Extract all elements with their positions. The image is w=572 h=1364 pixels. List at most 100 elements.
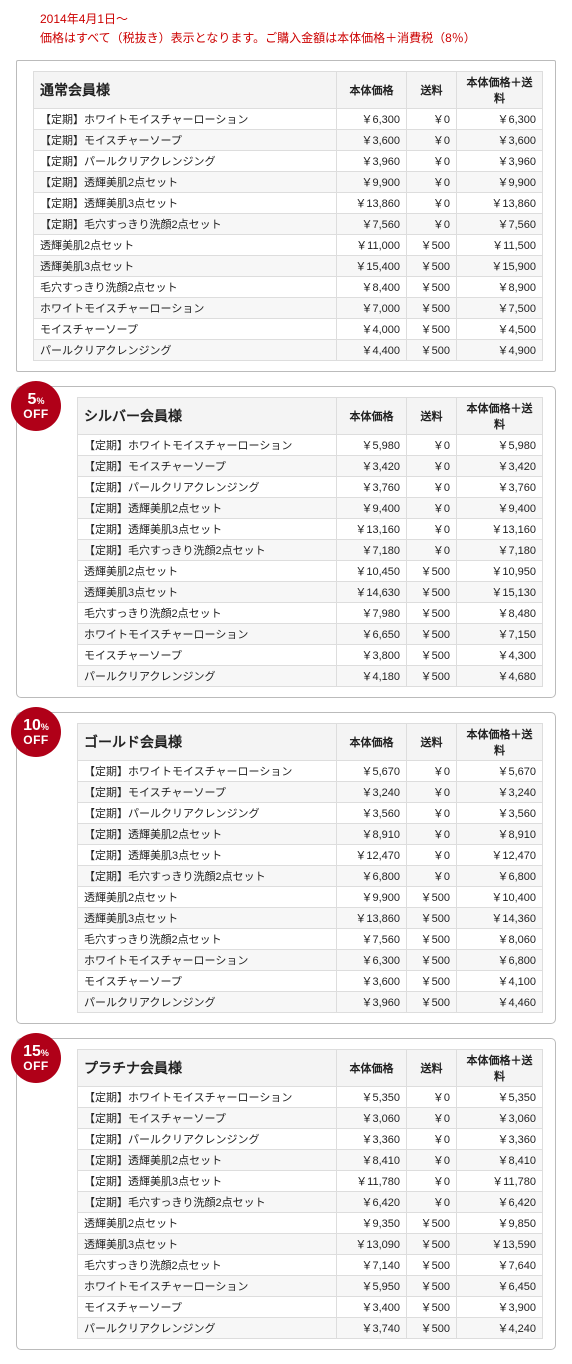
cell-total: ￥7,180	[457, 540, 543, 561]
cell-shipping: ￥0	[407, 1108, 457, 1129]
cell-price: ￥9,900	[337, 172, 407, 193]
table-row: 毛穴すっきり洗顔2点セット￥8,400￥500￥8,900	[34, 277, 543, 298]
product-name: 毛穴すっきり洗顔2点セット	[78, 603, 337, 624]
cell-price: ￥3,960	[337, 151, 407, 172]
cell-price: ￥13,860	[337, 908, 407, 929]
table-row: ホワイトモイスチャーローション￥6,650￥500￥7,150	[78, 624, 543, 645]
table-row: 【定期】透輝美肌2点セット￥9,900￥0￥9,900	[34, 172, 543, 193]
table-row: 【定期】パールクリアクレンジング￥3,960￥0￥3,960	[34, 151, 543, 172]
table-row: 【定期】モイスチャーソープ￥3,240￥0￥3,240	[78, 782, 543, 803]
product-name: 【定期】ホワイトモイスチャーローション	[78, 1087, 337, 1108]
table-row: 【定期】透輝美肌3点セット￥12,470￥0￥12,470	[78, 845, 543, 866]
cell-shipping: ￥500	[407, 298, 457, 319]
product-name: 透輝美肌3点セット	[34, 256, 337, 277]
product-name: 毛穴すっきり洗顔2点セット	[34, 277, 337, 298]
cell-price: ￥5,950	[337, 1276, 407, 1297]
cell-shipping: ￥0	[407, 456, 457, 477]
cell-shipping: ￥0	[407, 761, 457, 782]
table-row: ホワイトモイスチャーローション￥7,000￥500￥7,500	[34, 298, 543, 319]
tier-platinum: 15%OFFプラチナ会員様本体価格送料本体価格＋送料【定期】ホワイトモイスチャー…	[16, 1038, 556, 1350]
table-row: 透輝美肌2点セット￥9,350￥500￥9,850	[78, 1213, 543, 1234]
product-name: 【定期】ホワイトモイスチャーローション	[78, 435, 337, 456]
cell-total: ￥3,600	[457, 130, 543, 151]
tier-normal: 通常会員様本体価格送料本体価格＋送料【定期】ホワイトモイスチャーローション￥6,…	[16, 60, 556, 372]
cell-shipping: ￥0	[407, 803, 457, 824]
product-name: ホワイトモイスチャーローション	[78, 950, 337, 971]
table-row: 【定期】毛穴すっきり洗顔2点セット￥7,560￥0￥7,560	[34, 214, 543, 235]
table-row: ホワイトモイスチャーローション￥5,950￥500￥6,450	[78, 1276, 543, 1297]
cell-shipping: ￥0	[407, 519, 457, 540]
cell-total: ￥6,800	[457, 950, 543, 971]
cell-price: ￥3,600	[337, 971, 407, 992]
col-shipping: 送料	[407, 724, 457, 761]
table-row: モイスチャーソープ￥4,000￥500￥4,500	[34, 319, 543, 340]
product-name: パールクリアクレンジング	[78, 992, 337, 1013]
cell-total: ￥8,060	[457, 929, 543, 950]
cell-total: ￥7,560	[457, 214, 543, 235]
cell-total: ￥9,400	[457, 498, 543, 519]
cell-shipping: ￥0	[407, 1192, 457, 1213]
cell-price: ￥7,140	[337, 1255, 407, 1276]
cell-shipping: ￥500	[407, 561, 457, 582]
tier-title: プラチナ会員様	[78, 1050, 337, 1087]
table-row: 【定期】透輝美肌2点セット￥8,410￥0￥8,410	[78, 1150, 543, 1171]
product-name: 【定期】モイスチャーソープ	[78, 1108, 337, 1129]
product-name: ホワイトモイスチャーローション	[78, 624, 337, 645]
col-total: 本体価格＋送料	[457, 72, 543, 109]
cell-price: ￥3,560	[337, 803, 407, 824]
product-name: 【定期】ホワイトモイスチャーローション	[78, 761, 337, 782]
cell-price: ￥8,910	[337, 824, 407, 845]
tier-silver: 5%OFFシルバー会員様本体価格送料本体価格＋送料【定期】ホワイトモイスチャーロ…	[16, 386, 556, 698]
product-name: 【定期】毛穴すっきり洗顔2点セット	[78, 866, 337, 887]
cell-total: ￥6,300	[457, 109, 543, 130]
discount-badge: 10%OFF	[11, 707, 61, 757]
cell-shipping: ￥500	[407, 319, 457, 340]
product-name: 【定期】透輝美肌2点セット	[34, 172, 337, 193]
badge-percent: 15	[23, 1043, 41, 1060]
cell-price: ￥3,060	[337, 1108, 407, 1129]
cell-total: ￥4,240	[457, 1318, 543, 1339]
cell-total: ￥5,350	[457, 1087, 543, 1108]
cell-total: ￥3,960	[457, 151, 543, 172]
cell-shipping: ￥0	[407, 214, 457, 235]
tier-title: ゴールド会員様	[78, 724, 337, 761]
cell-shipping: ￥0	[407, 866, 457, 887]
product-name: 【定期】ホワイトモイスチャーローション	[34, 109, 337, 130]
cell-shipping: ￥0	[407, 1087, 457, 1108]
table-row: モイスチャーソープ￥3,600￥500￥4,100	[78, 971, 543, 992]
product-name: 【定期】透輝美肌2点セット	[78, 1150, 337, 1171]
cell-price: ￥6,300	[337, 109, 407, 130]
cell-shipping: ￥0	[407, 193, 457, 214]
product-name: 【定期】パールクリアクレンジング	[78, 477, 337, 498]
product-name: 【定期】パールクリアクレンジング	[34, 151, 337, 172]
col-shipping: 送料	[407, 72, 457, 109]
badge-off-label: OFF	[23, 408, 49, 420]
table-row: 【定期】モイスチャーソープ￥3,600￥0￥3,600	[34, 130, 543, 151]
cell-shipping: ￥500	[407, 1213, 457, 1234]
cell-shipping: ￥0	[407, 1129, 457, 1150]
product-name: パールクリアクレンジング	[78, 666, 337, 687]
cell-shipping: ￥0	[407, 540, 457, 561]
table-row: 透輝美肌3点セット￥15,400￥500￥15,900	[34, 256, 543, 277]
tier-title: シルバー会員様	[78, 398, 337, 435]
cell-price: ￥13,090	[337, 1234, 407, 1255]
notice-line-1: 2014年4月1日～	[40, 10, 554, 29]
product-name: 【定期】モイスチャーソープ	[78, 456, 337, 477]
cell-total: ￥3,760	[457, 477, 543, 498]
cell-shipping: ￥500	[407, 1234, 457, 1255]
table-row: 毛穴すっきり洗顔2点セット￥7,980￥500￥8,480	[78, 603, 543, 624]
cell-shipping: ￥500	[407, 645, 457, 666]
cell-shipping: ￥0	[407, 824, 457, 845]
product-name: 毛穴すっきり洗顔2点セット	[78, 1255, 337, 1276]
cell-shipping: ￥500	[407, 603, 457, 624]
product-name: ホワイトモイスチャーローション	[78, 1276, 337, 1297]
cell-shipping: ￥0	[407, 477, 457, 498]
discount-badge: 15%OFF	[11, 1033, 61, 1083]
table-row: 透輝美肌3点セット￥14,630￥500￥15,130	[78, 582, 543, 603]
cell-total: ￥13,590	[457, 1234, 543, 1255]
cell-price: ￥3,420	[337, 456, 407, 477]
table-row: 【定期】モイスチャーソープ￥3,420￥0￥3,420	[78, 456, 543, 477]
cell-total: ￥8,900	[457, 277, 543, 298]
cell-total: ￥14,360	[457, 908, 543, 929]
cell-shipping: ￥0	[407, 1150, 457, 1171]
